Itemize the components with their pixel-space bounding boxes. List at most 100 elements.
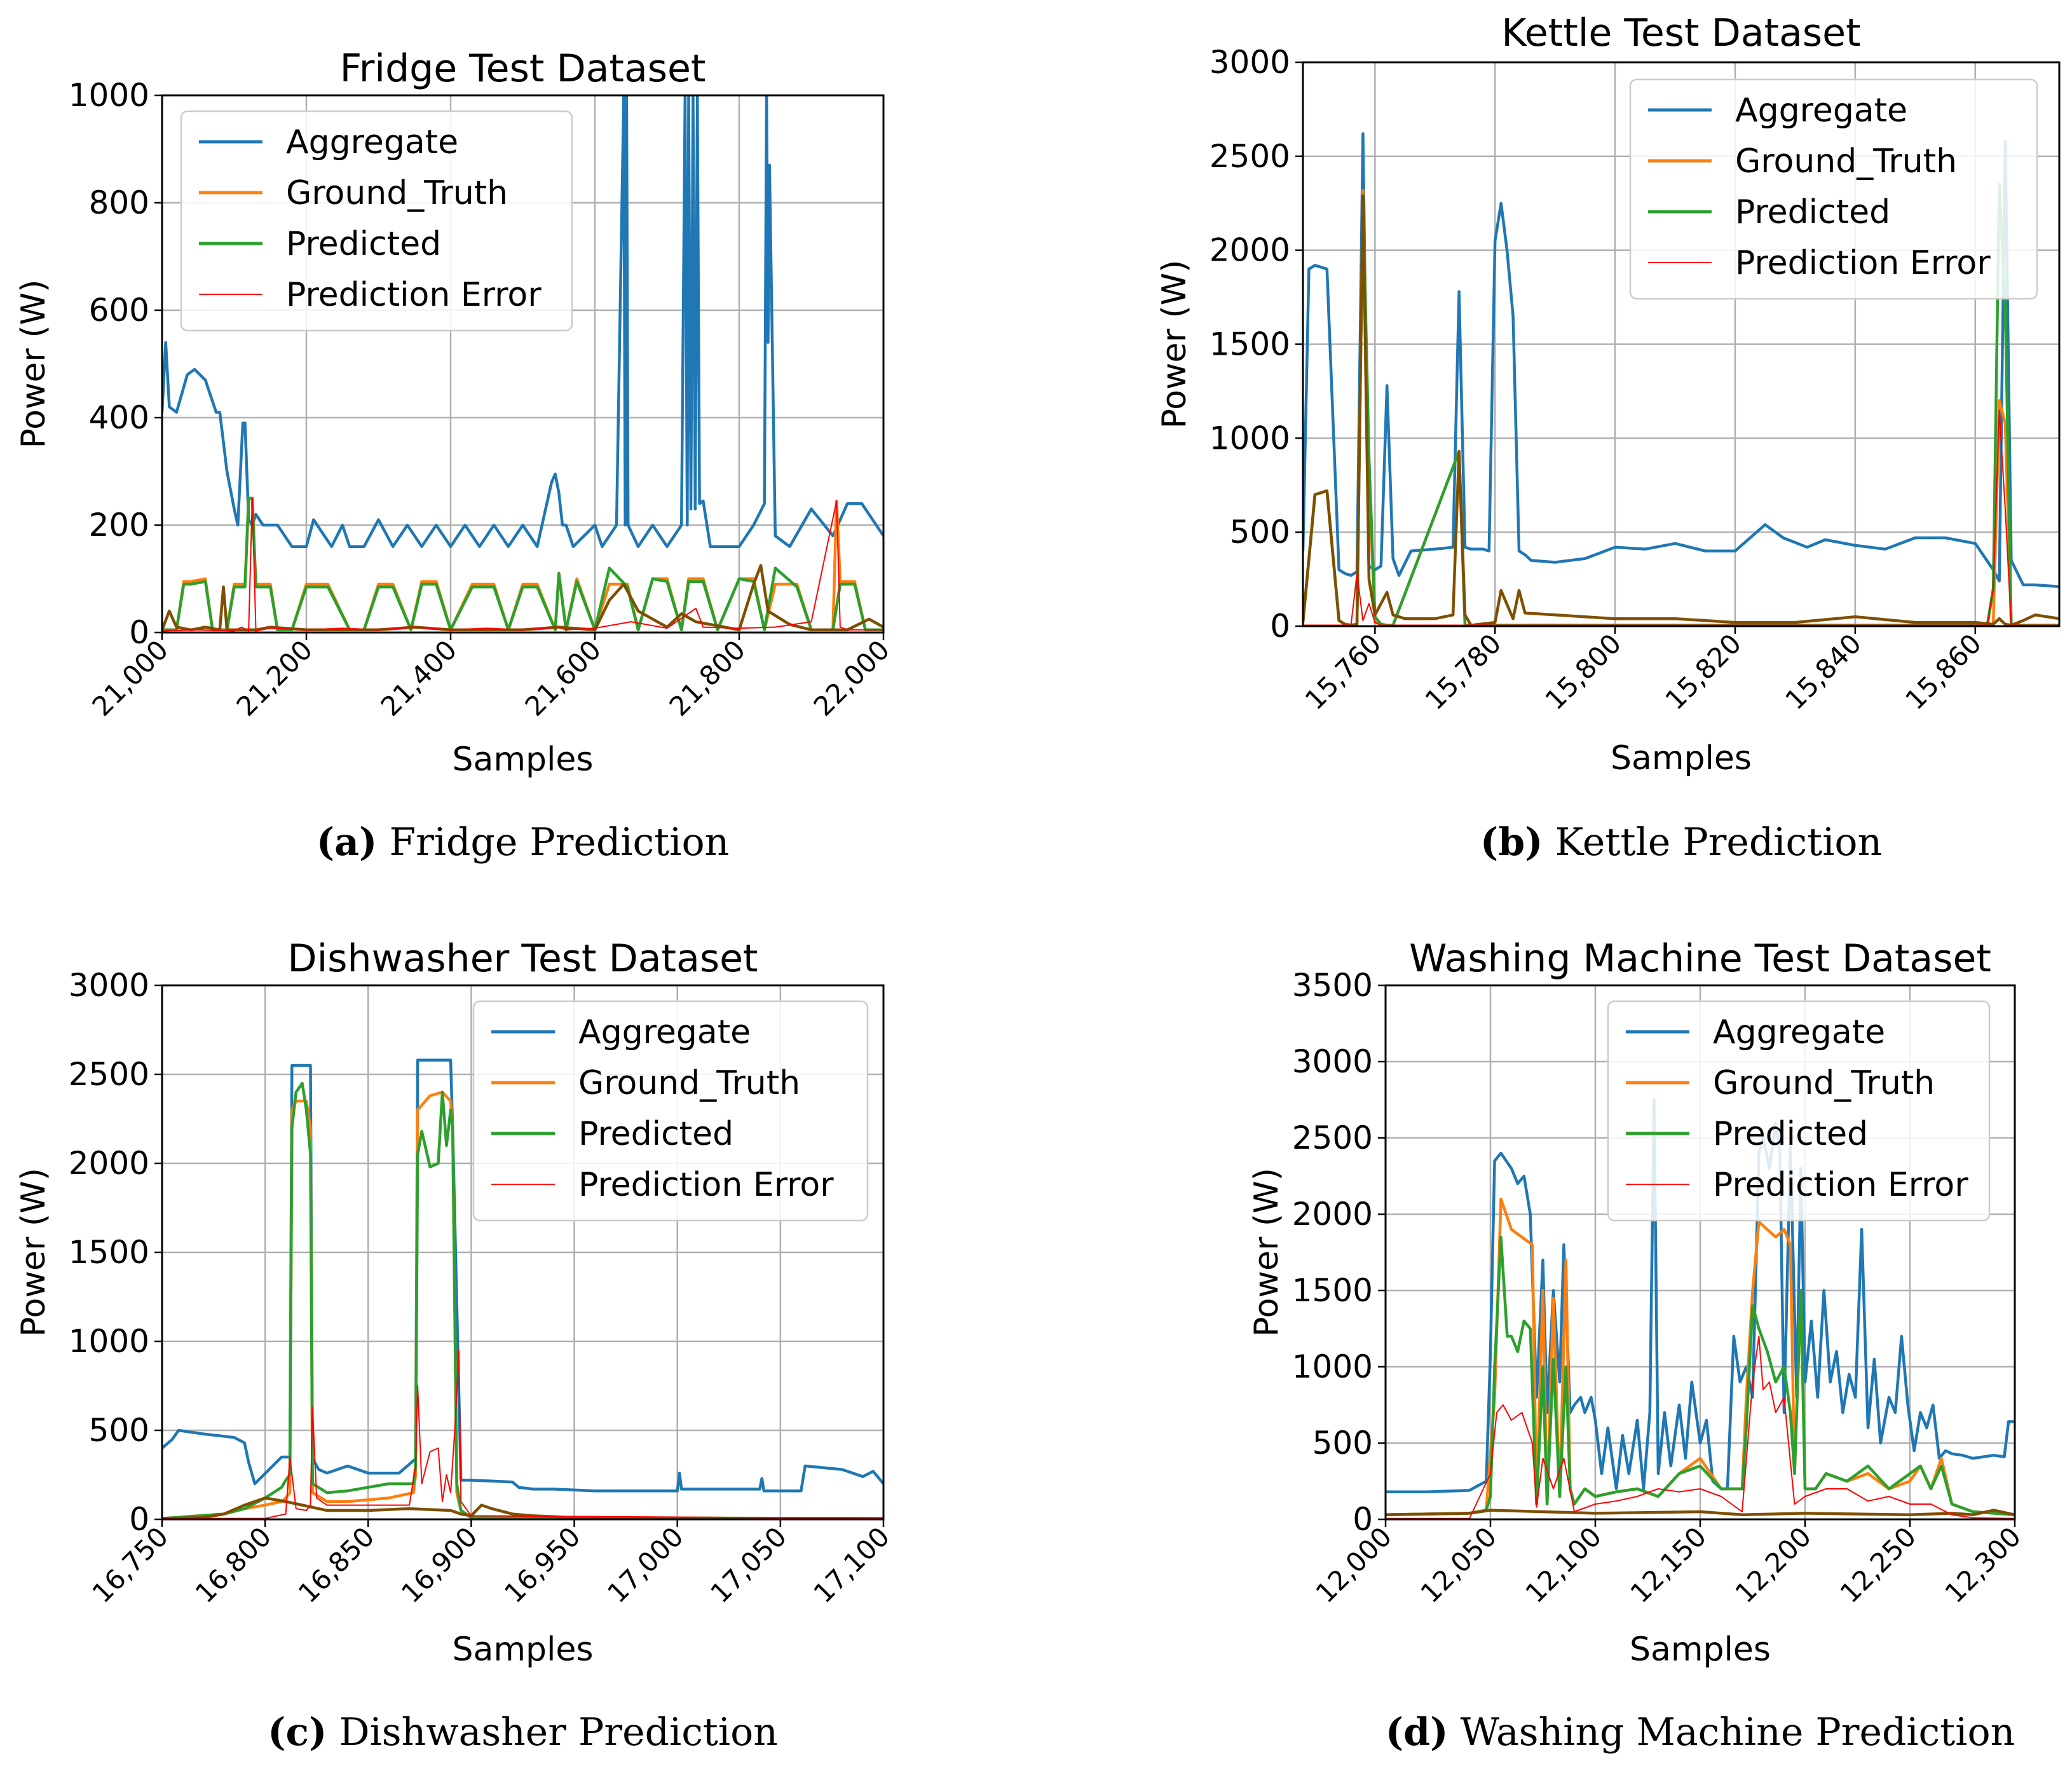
x-tick-label: 15,860 [1899, 627, 1987, 716]
y-axis-label: Power (W) [1248, 1168, 1286, 1337]
legend-label: Prediction Error [286, 276, 542, 314]
x-tick-label: 21,200 [231, 634, 319, 722]
x-tick-label: 17,000 [601, 1521, 690, 1609]
plot-frame [1302, 61, 2061, 627]
y-tick-label: 500 [1230, 514, 1290, 551]
legend-label: Prediction Error [1735, 244, 1991, 282]
series-line-aggregate [162, 95, 883, 549]
y-tick-label: 2000 [1210, 232, 1290, 269]
x-tick-label: 22,000 [808, 634, 896, 722]
y-axis-label: Power (W) [15, 1168, 53, 1337]
series-line-overlap [1386, 1509, 2015, 1517]
y-tick-label: 0 [1270, 608, 1290, 645]
y-tick-label: 200 [89, 507, 149, 544]
y-tick-label: 0 [1353, 1501, 1373, 1538]
series-line-predicted [162, 1081, 883, 1519]
series-line-overlap [162, 1496, 883, 1519]
series-line-prediction-error [162, 497, 883, 632]
y-axis-label: Power (W) [15, 280, 53, 449]
caption-text: Kettle Prediction [1543, 820, 1883, 865]
series-line-prediction-error [1303, 409, 2059, 626]
x-tick-label: 15,840 [1779, 627, 1867, 716]
legend-box [1629, 78, 2038, 300]
plot-frame [1384, 984, 2016, 1521]
x-tick-label: 12,100 [1520, 1521, 1608, 1609]
series-line-aggregate [162, 1058, 883, 1493]
x-tick-label: 17,050 [704, 1521, 793, 1609]
x-axis-label: Samples [1630, 1631, 1771, 1669]
legend-label: Ground_Truth [1735, 142, 1957, 181]
y-axis-label: Power (W) [1155, 260, 1194, 429]
subfigure-caption: (a) Fridge Prediction [317, 820, 729, 865]
series-line-overlap [1303, 194, 2059, 626]
y-tick-label: 1500 [69, 1234, 149, 1271]
legend-label: Aggregate [1713, 1013, 1885, 1051]
legend-label: Aggregate [286, 123, 458, 161]
caption-text: Washing Machine Prediction [1448, 1710, 2015, 1755]
y-tick-label: 1000 [1210, 420, 1290, 456]
legend-label: Ground_Truth [286, 174, 508, 212]
subfigure-caption: (c) Dishwasher Prediction [268, 1710, 778, 1755]
x-tick-label: 15,820 [1660, 627, 1748, 716]
x-tick-label: 12,200 [1729, 1521, 1818, 1609]
y-tick-label: 3000 [1292, 1043, 1373, 1080]
legend-box [180, 110, 573, 332]
y-tick-label: 1000 [69, 77, 149, 114]
legend-label: Prediction Error [1713, 1166, 1968, 1204]
y-tick-label: 400 [89, 399, 149, 436]
x-tick-label: 21,800 [664, 634, 752, 722]
x-axis-label: Samples [452, 1631, 593, 1669]
x-tick-label: 16,900 [395, 1521, 484, 1609]
y-tick-label: 1500 [1292, 1272, 1373, 1309]
x-tick-label: 15,780 [1419, 627, 1508, 716]
legend-box [472, 1000, 869, 1222]
y-tick-label: 3000 [1210, 44, 1290, 81]
chart-title: Fridge Test Dataset [340, 46, 706, 91]
x-tick-label: 12,300 [1939, 1521, 2028, 1609]
series-line-predicted [1386, 1235, 2015, 1517]
x-tick-label: 12,050 [1415, 1521, 1503, 1609]
x-axis-label: Samples [452, 741, 593, 779]
y-tick-label: 3000 [69, 967, 149, 1004]
y-tick-label: 1000 [1292, 1348, 1373, 1385]
y-tick-label: 2000 [1292, 1196, 1373, 1233]
x-tick-label: 16,950 [498, 1521, 587, 1609]
series-line-predicted [162, 496, 883, 632]
legend: Aggregate Ground_Truth Predicted Prediction… [1607, 1000, 1991, 1222]
series-lines [1386, 1098, 2015, 1519]
y-tick-label: 600 [89, 292, 149, 329]
legend-label: Aggregate [1735, 92, 1907, 130]
chart-kettle: 0 500 1000 1500 2000 2500 3000 15,760 15,780 15,8… [1155, 11, 2061, 865]
x-axis-label: Samples [1611, 739, 1752, 777]
chart-title: Dishwasher Test Dataset [287, 936, 758, 981]
x-tick-label: 12,250 [1834, 1521, 1923, 1609]
y-tick-label: 800 [89, 184, 149, 221]
y-tick-label: 500 [1312, 1425, 1373, 1462]
legend-label: Aggregate [578, 1013, 751, 1051]
plot-frame [161, 94, 885, 634]
legend: Aggregate Ground_Truth Predicted Prediction… [472, 1000, 869, 1222]
y-tick-label: 2500 [69, 1056, 149, 1093]
x-tick-label: 16,800 [189, 1521, 278, 1609]
legend-label: Ground_Truth [1713, 1064, 1935, 1102]
y-tick-label: 500 [89, 1412, 149, 1449]
subfigure-caption: (b) Kettle Prediction [1480, 820, 1882, 865]
x-tick-label: 16,850 [292, 1521, 381, 1609]
chart-title: Washing Machine Test Dataset [1409, 936, 1991, 981]
caption-letter: (b) [1480, 820, 1543, 865]
y-tick-label: 2500 [1210, 138, 1290, 175]
legend: Aggregate Ground_Truth Predicted Prediction… [180, 110, 573, 332]
caption-letter: (d) [1386, 1710, 1448, 1755]
x-tick-label: 17,100 [808, 1521, 896, 1609]
y-tick-label: 0 [129, 1501, 149, 1538]
legend-label: Ground_Truth [578, 1064, 800, 1102]
series-line-prediction-error [162, 1350, 883, 1519]
legend: Aggregate Ground_Truth Predicted Prediction… [1629, 78, 2038, 300]
y-tick-label: 1500 [1210, 326, 1290, 363]
caption-letter: (a) [317, 820, 378, 865]
series-line-prediction-error [1386, 1336, 2015, 1519]
legend-label: Predicted [578, 1115, 733, 1153]
